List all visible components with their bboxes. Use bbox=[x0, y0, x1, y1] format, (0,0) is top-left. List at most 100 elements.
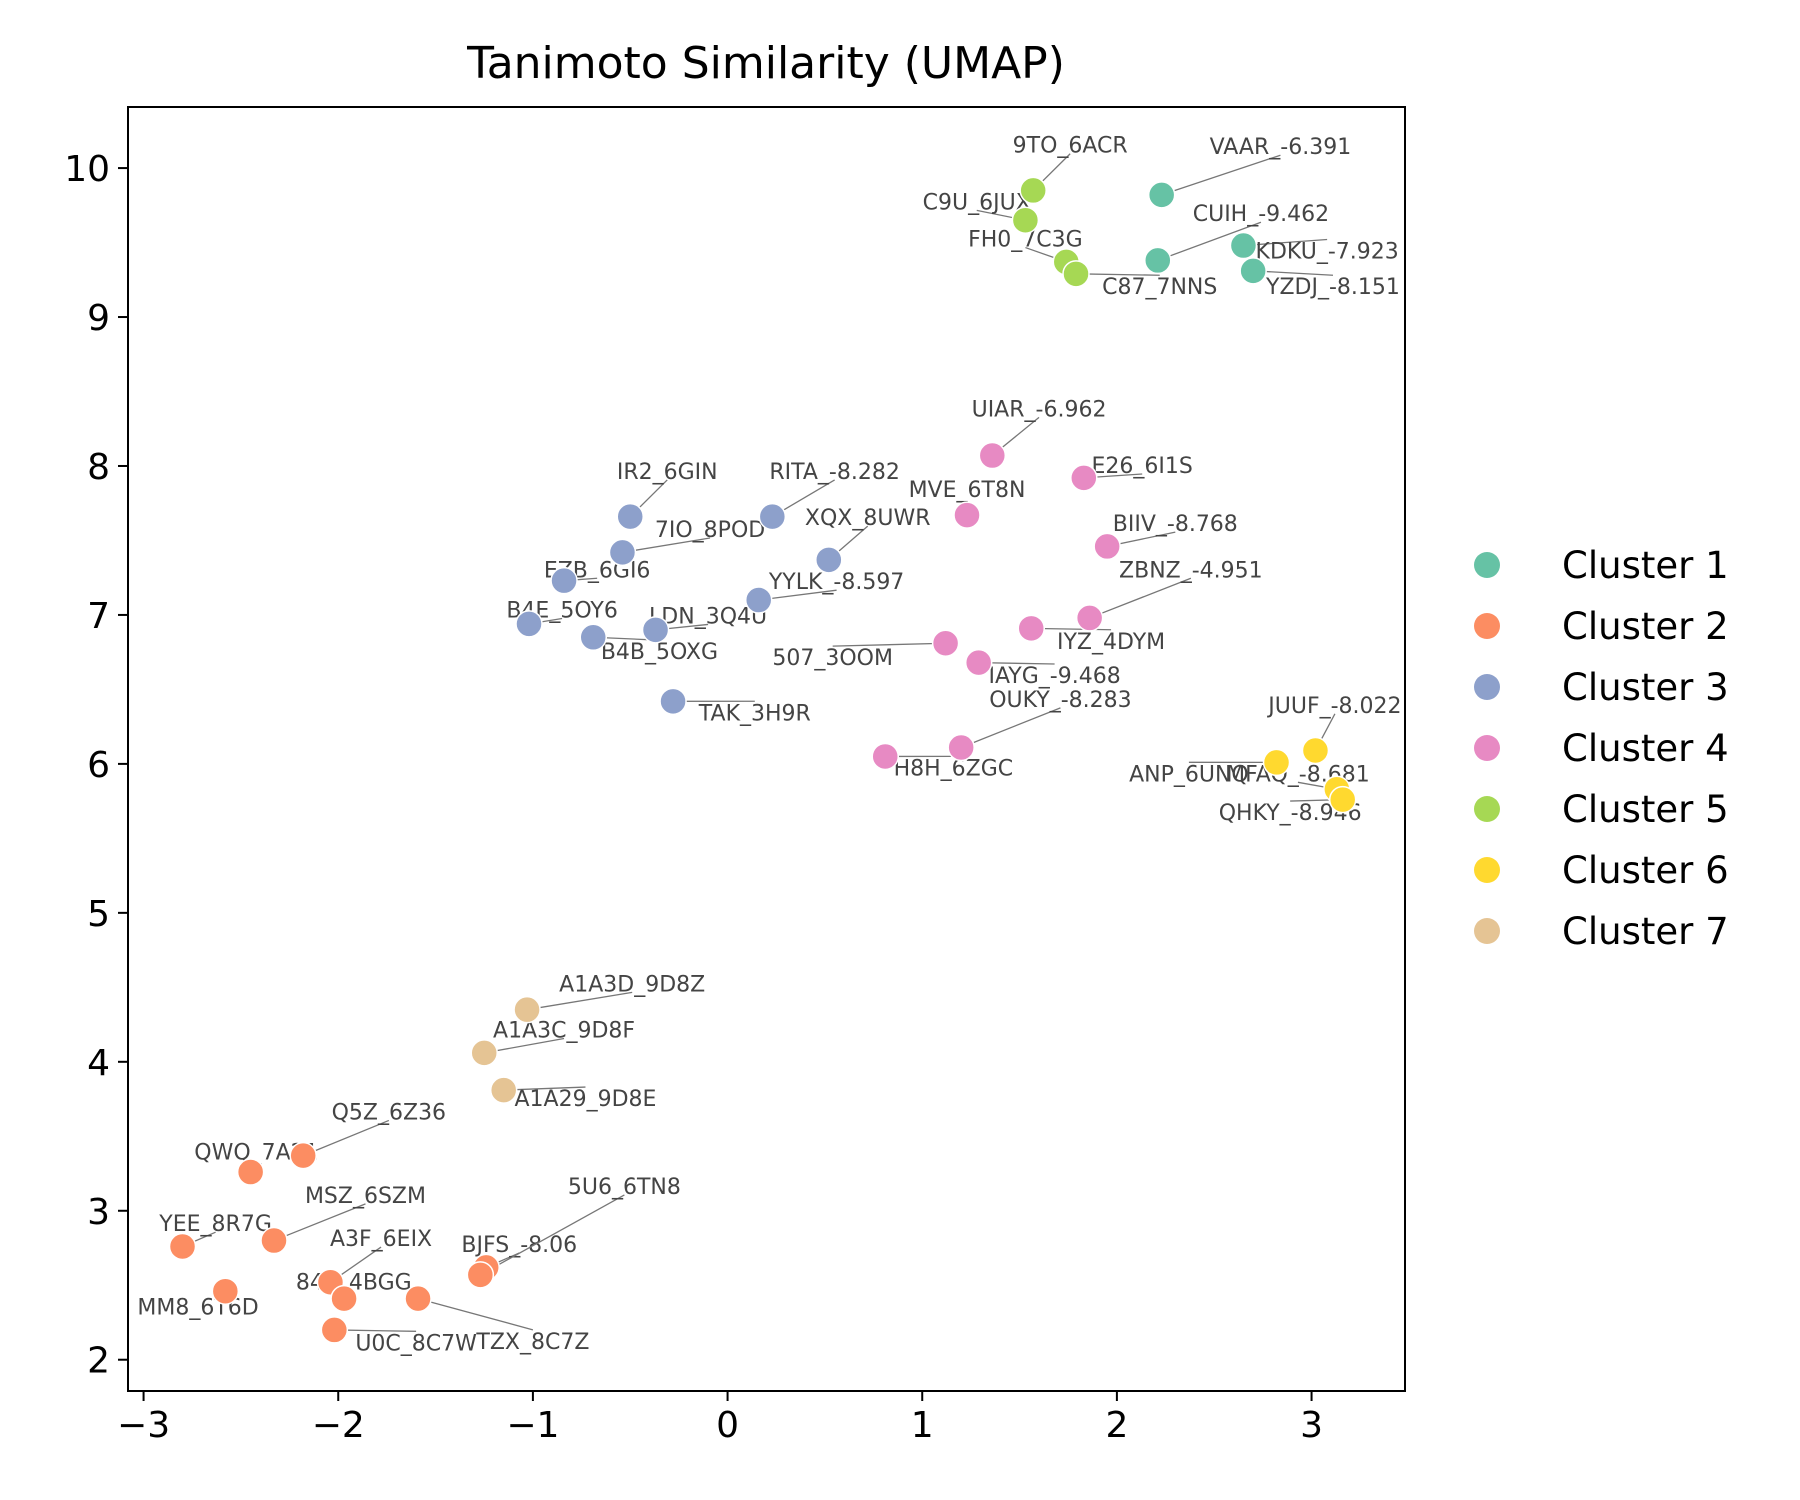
scatter-point-cluster-4 bbox=[964, 648, 993, 677]
x-tick-label: −2 bbox=[312, 1405, 365, 1446]
scatter-point-cluster-7 bbox=[470, 1039, 498, 1067]
scatter-point-cluster-2 bbox=[168, 1232, 197, 1261]
annotation-leader-line bbox=[832, 642, 946, 647]
x-tick-label: 1 bbox=[911, 1405, 934, 1446]
point-label: OUKY_-8.283 bbox=[989, 688, 1131, 713]
point-label: ZBNZ_-4.951 bbox=[1119, 558, 1263, 583]
annotation-leader-line bbox=[1089, 577, 1192, 619]
legend-marker-cluster-7 bbox=[1474, 918, 1500, 944]
chart-title: Tanimoto Similarity (UMAP) bbox=[466, 38, 1065, 89]
point-label: 507_3OOM bbox=[772, 646, 893, 671]
point-label: BIIV_-8.768 bbox=[1113, 512, 1238, 537]
scatter-point-cluster-2 bbox=[320, 1316, 349, 1344]
point-label: E26_6I1S bbox=[1092, 454, 1193, 479]
x-tick-label: −3 bbox=[117, 1405, 170, 1446]
legend-marker-cluster-2 bbox=[1474, 613, 1500, 639]
legend-label: Cluster 6 bbox=[1562, 849, 1729, 892]
x-tick-label: 0 bbox=[716, 1405, 739, 1446]
scatter-point-cluster-2 bbox=[330, 1284, 358, 1313]
legend-label: Cluster 4 bbox=[1562, 727, 1729, 770]
y-tick-label: 7 bbox=[87, 596, 110, 637]
legend-marker-cluster-5 bbox=[1474, 796, 1500, 822]
scatter-point-cluster-5 bbox=[1062, 260, 1090, 288]
x-tick-label: 2 bbox=[1105, 1405, 1128, 1446]
point-label: C87_7NNS bbox=[1102, 275, 1217, 300]
point-label: IAYG_-9.468 bbox=[988, 664, 1120, 689]
x-tick-label: 3 bbox=[1300, 1405, 1323, 1446]
scatter-point-cluster-3 bbox=[550, 566, 578, 595]
annotation-leader-line bbox=[1243, 238, 1328, 247]
annotation-leader-line bbox=[1161, 154, 1281, 196]
point-label: Q5Z_6Z36 bbox=[332, 1100, 446, 1125]
scatter-point-cluster-3 bbox=[608, 538, 637, 567]
scatter-point-cluster-7 bbox=[513, 995, 541, 1024]
axes: −3 −2 −1 0 1 2 3 2 3 4 5 6 7 8 9 10 bbox=[64, 106, 1406, 1446]
legend-label: Cluster 3 bbox=[1562, 666, 1729, 709]
scatter-point-cluster-4 bbox=[871, 742, 899, 771]
point-label: U0C_8C7W bbox=[355, 1331, 477, 1356]
point-label: YEE_8R7G bbox=[158, 1212, 272, 1237]
legend-label: Cluster 5 bbox=[1562, 788, 1729, 831]
point-label: IYZ_4DYM bbox=[1057, 630, 1165, 655]
point-label: JUUF_-8.022 bbox=[1266, 694, 1401, 719]
scatter-point-cluster-6 bbox=[1301, 736, 1330, 765]
annotation-leader-line bbox=[273, 1203, 366, 1242]
scatter-point-cluster-2 bbox=[466, 1261, 495, 1289]
scatter-point-cluster-4 bbox=[947, 733, 975, 762]
scatter-point-cluster-4 bbox=[931, 629, 960, 657]
point-label: MVE_6T8N bbox=[909, 478, 1026, 503]
y-tick-label: 5 bbox=[87, 894, 110, 935]
scatter-point-cluster-3 bbox=[758, 502, 787, 531]
scatter-point-cluster-1 bbox=[1239, 257, 1267, 285]
point-label: UIAR_-6.962 bbox=[972, 397, 1107, 422]
scatter-point-cluster-3 bbox=[515, 610, 543, 638]
point-label: VAAR_-6.391 bbox=[1210, 135, 1352, 160]
point-label: MM8_6T6D bbox=[137, 1296, 258, 1321]
y-tick-label: 9 bbox=[87, 298, 110, 339]
scatter-point-cluster-2 bbox=[211, 1277, 240, 1305]
scatter-point-cluster-1 bbox=[1229, 231, 1258, 260]
point-label: CUIH_-9.462 bbox=[1193, 202, 1329, 227]
y-tick-label: 2 bbox=[87, 1341, 110, 1382]
point-label: MSZ_6SZM bbox=[305, 1184, 426, 1209]
legend-label: Cluster 7 bbox=[1562, 910, 1729, 953]
point-label: C9U_6JUX bbox=[923, 190, 1031, 215]
annotation-leader-line bbox=[1157, 221, 1262, 262]
scatter-point-cluster-2 bbox=[404, 1284, 432, 1313]
scatter-point-cluster-4 bbox=[1070, 464, 1098, 492]
point-label: YYLK_-8.597 bbox=[768, 570, 904, 595]
point-label: B4B_5OXG bbox=[601, 640, 718, 665]
scatter-point-cluster-3 bbox=[815, 546, 843, 574]
scatter-point-cluster-4 bbox=[978, 441, 1007, 470]
scatter-point-cluster-2 bbox=[289, 1141, 317, 1170]
point-label: XQX_8UWR bbox=[805, 506, 931, 531]
legend-label: Cluster 1 bbox=[1562, 544, 1729, 587]
y-tick-label: 4 bbox=[87, 1043, 110, 1084]
point-label: A3F_6EIX bbox=[330, 1227, 432, 1252]
point-label: IR2_6GIN bbox=[617, 460, 718, 485]
scatter-point-cluster-3 bbox=[616, 502, 644, 531]
scatter-point-cluster-4 bbox=[953, 501, 981, 529]
scatter-point-cluster-3 bbox=[641, 616, 670, 644]
annotation-leader-line bbox=[960, 707, 1061, 749]
point-label: YZDJ_-8.151 bbox=[1265, 275, 1400, 300]
scatter-point-cluster-5 bbox=[1011, 206, 1040, 234]
scatter-point-cluster-5 bbox=[1019, 176, 1047, 205]
scatter-point-cluster-3 bbox=[579, 623, 607, 652]
point-label: 7IO_8POD bbox=[655, 518, 765, 543]
annotation-leader-line bbox=[526, 991, 633, 1011]
scatter-point-cluster-2 bbox=[236, 1158, 265, 1186]
annotation-leader-line bbox=[622, 537, 711, 554]
annotation-leader-line bbox=[480, 1194, 625, 1276]
y-tick-label: 10 bbox=[64, 149, 110, 190]
point-label: ANP_6UNQ bbox=[1129, 762, 1249, 787]
legend: Cluster 1 Cluster 2 Cluster 3 Cluster 4 Clus… bbox=[1474, 544, 1729, 953]
scatter-point-cluster-4 bbox=[1017, 614, 1045, 643]
plot-frame bbox=[127, 106, 1406, 1392]
x-tick-label: −1 bbox=[506, 1405, 559, 1446]
legend-marker-cluster-6 bbox=[1474, 857, 1500, 883]
annotation-leader-line bbox=[417, 1298, 534, 1331]
scatter-point-cluster-1 bbox=[1144, 246, 1172, 275]
point-label: A1A3D_9D8Z bbox=[559, 972, 705, 997]
y-tick-label: 8 bbox=[87, 447, 110, 488]
